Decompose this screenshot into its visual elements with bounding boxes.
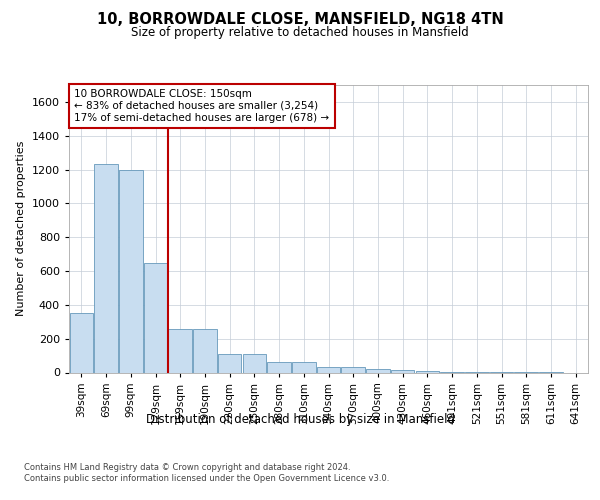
Bar [366, 369, 389, 372]
Bar [242, 354, 266, 372]
Bar [144, 264, 167, 372]
Text: Distribution of detached houses by size in Mansfield: Distribution of detached houses by size … [146, 412, 455, 426]
Bar [317, 368, 340, 372]
Bar [193, 329, 217, 372]
Y-axis label: Number of detached properties: Number of detached properties [16, 141, 26, 316]
Bar [94, 164, 118, 372]
Bar [169, 330, 192, 372]
Text: 10, BORROWDALE CLOSE, MANSFIELD, NG18 4TN: 10, BORROWDALE CLOSE, MANSFIELD, NG18 4T… [97, 12, 503, 28]
Bar [341, 368, 365, 372]
Bar [292, 362, 316, 372]
Bar [218, 354, 241, 372]
Text: Size of property relative to detached houses in Mansfield: Size of property relative to detached ho… [131, 26, 469, 39]
Bar [391, 370, 415, 372]
Bar [119, 170, 143, 372]
Text: Contains HM Land Registry data © Crown copyright and database right 2024.: Contains HM Land Registry data © Crown c… [24, 462, 350, 471]
Bar [268, 362, 291, 372]
Bar [416, 371, 439, 372]
Text: 10 BORROWDALE CLOSE: 150sqm
← 83% of detached houses are smaller (3,254)
17% of : 10 BORROWDALE CLOSE: 150sqm ← 83% of det… [74, 90, 329, 122]
Bar [70, 314, 93, 372]
Text: Contains public sector information licensed under the Open Government Licence v3: Contains public sector information licen… [24, 474, 389, 483]
